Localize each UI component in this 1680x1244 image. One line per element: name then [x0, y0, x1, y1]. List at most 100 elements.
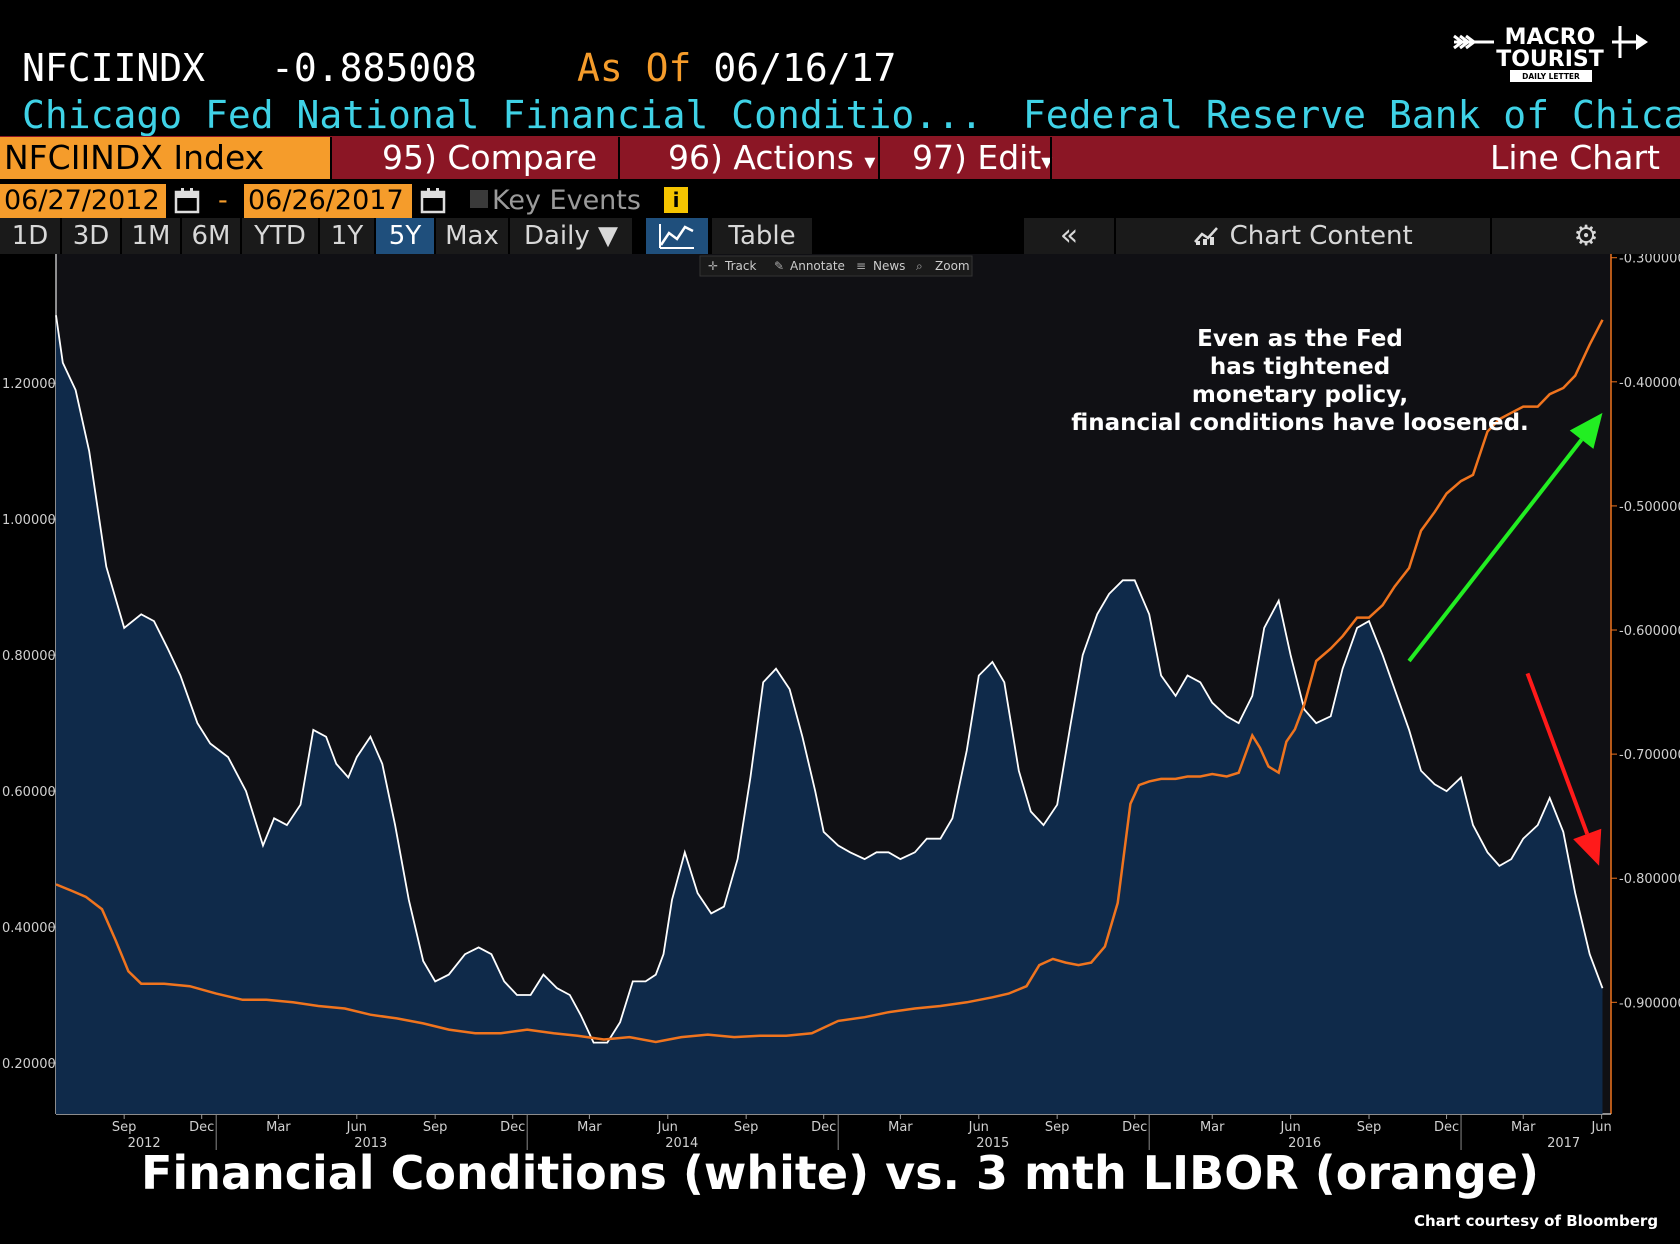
x-axis-month-label: Sep — [423, 1120, 448, 1135]
brand-line1: MACRO — [1505, 25, 1596, 50]
annotation-line: financial conditions have loosened. — [1071, 410, 1529, 436]
annotate-button[interactable]: ✎ Annotate — [774, 259, 845, 273]
x-axis-month-label: Dec — [500, 1120, 525, 1135]
x-axis-year-label: 2014 — [665, 1136, 698, 1151]
table-tab[interactable]: Table — [712, 218, 812, 254]
chart-type-label[interactable]: Line Chart — [1490, 138, 1660, 177]
calendar-icon[interactable] — [172, 186, 202, 216]
x-axis-month-label: Jun — [346, 1120, 367, 1135]
compare-button[interactable]: 95) Compare — [382, 137, 597, 179]
separator — [878, 137, 880, 179]
x-axis-month-label: Dec — [1122, 1120, 1147, 1135]
x-axis-month-label: Jun — [1279, 1120, 1300, 1135]
x-axis-month-label: Jun — [657, 1120, 678, 1135]
period-tab-max[interactable]: Max — [436, 218, 508, 254]
annotate-label: Annotate — [790, 259, 845, 273]
brand-line3: DAILY LETTER — [1522, 72, 1580, 81]
right-axis-tick-label: -0.900000 — [1619, 996, 1680, 1011]
x-axis-month-label: Mar — [888, 1120, 913, 1135]
period-tab-ytd[interactable]: YTD — [242, 218, 318, 254]
frequency-dropdown[interactable]: Daily ▼ — [510, 218, 632, 254]
chart-caption: Financial Conditions (white) vs. 3 mth L… — [141, 1146, 1539, 1200]
zoom-button[interactable]: ⌕ Zoom — [916, 259, 970, 273]
right-axis-tick-label: -0.400000 — [1619, 376, 1680, 391]
annotation-line: monetary policy, — [1192, 382, 1408, 408]
edit-caret-icon: ▾ — [1041, 150, 1053, 175]
right-axis-tick-label: -0.500000 — [1619, 500, 1680, 515]
period-tab-3d[interactable]: 3D — [62, 218, 120, 254]
chart-area: 1.20000 1.00000 0.80000 0.60000 0.40000 0.200… — [2, 254, 1680, 1151]
period-tab-1m[interactable]: 1M — [122, 218, 180, 254]
left-axis-tick-label: 0.40000 — [2, 921, 56, 936]
ticker-code: NFCIINDX — [22, 46, 206, 90]
x-axis-month-label: Sep — [1357, 1120, 1382, 1135]
left-axis-tick-label: 1.20000 — [2, 377, 56, 392]
right-axis-tick-label: -0.300000 — [1619, 254, 1680, 267]
x-axis-month-label: Jun — [968, 1120, 989, 1135]
x-axis-year-label: 2017 — [1547, 1136, 1580, 1151]
green-up-arrow-shaft — [1407, 438, 1584, 663]
annotation-line: Even as the Fed — [1197, 326, 1403, 352]
left-axis-tick-label: 0.80000 — [2, 649, 56, 664]
start-date-input[interactable]: 06/27/2012 — [0, 184, 166, 218]
current-value: -0.885008 — [271, 46, 477, 90]
x-axis-month-label: Mar — [1511, 1120, 1536, 1135]
chart-toolbar: ✛ Track ✎ Annotate ≡ News ⌕ Zoom — [699, 255, 973, 277]
left-axis-tick-label: 1.00000 — [2, 513, 56, 528]
separator — [618, 137, 620, 179]
edit-button[interactable]: 97) Edit▾ — [912, 137, 1052, 179]
info-icon[interactable]: i — [664, 187, 688, 213]
data-source: Federal Reserve Bank of Chicago — [1022, 93, 1680, 137]
annotation-line: has tightened — [1210, 354, 1390, 380]
x-axis-year-label: 2015 — [976, 1136, 1009, 1151]
ticker-field[interactable]: NFCIINDX Index — [0, 137, 330, 179]
x-axis-month-label: Dec — [1434, 1120, 1459, 1135]
security-name: Chicago Fed National Financial Conditio.… — [22, 93, 983, 137]
chart-credit: Chart courtesy of Bloomberg — [1414, 1212, 1659, 1230]
period-tab-5y[interactable]: 5Y — [376, 218, 434, 254]
key-events-checkbox[interactable] — [470, 190, 488, 208]
collapse-icon[interactable]: « — [1024, 218, 1114, 254]
nfci-line — [55, 315, 1604, 1044]
separator — [330, 137, 332, 179]
line-chart-icon[interactable] — [646, 218, 708, 254]
compare-label: 95) Compare — [382, 138, 598, 177]
track-button[interactable]: ✛ Track — [708, 259, 756, 273]
track-label: Track — [724, 259, 756, 273]
period-tab-6m[interactable]: 6M — [182, 218, 240, 254]
crosshair-icon: ✛ — [708, 259, 718, 273]
zoom-label: Zoom — [935, 259, 970, 273]
right-axis-tick-label: -0.700000 — [1619, 748, 1680, 763]
actions-caret-icon: ▾ — [864, 150, 876, 175]
news-button[interactable]: ≡ News — [856, 259, 905, 273]
x-axis-year-label: 2012 — [128, 1136, 161, 1151]
x-axis-month-label: Dec — [811, 1120, 836, 1135]
security-description: Chicago Fed National Financial Conditio.… — [22, 93, 1680, 137]
magnifier-icon: ⌕ — [916, 259, 923, 273]
x-axis-month-label: Sep — [112, 1120, 137, 1135]
brand-line2: TOURIST — [1496, 47, 1604, 72]
period-tab-1d[interactable]: 1D — [0, 218, 60, 254]
separator — [1050, 137, 1052, 179]
actions-label: 96) Actions — [668, 138, 854, 177]
news-icon: ≡ — [856, 259, 866, 273]
red-down-arrow-head — [1573, 828, 1602, 866]
calendar-icon[interactable] — [418, 186, 448, 216]
nfci-area — [56, 315, 1603, 1114]
as-of-date: 06/16/17 — [713, 46, 897, 90]
period-tab-1y[interactable]: 1Y — [320, 218, 374, 254]
x-axis-year-label: 2016 — [1288, 1136, 1321, 1151]
x-axis-month-label: Sep — [734, 1120, 759, 1135]
right-axis-tick-label: -0.600000 — [1619, 624, 1680, 639]
x-axis-month-label: Dec — [189, 1120, 214, 1135]
actions-button[interactable]: 96) Actions ▾ — [668, 137, 875, 179]
edit-label: 97) Edit — [912, 138, 1042, 177]
chart-annotation: Even as the Fed has tightened monetary pol… — [1071, 326, 1529, 436]
date-range-dash: - — [218, 185, 228, 216]
gear-icon[interactable]: ⚙ — [1492, 218, 1680, 254]
x-axis-month-label: Sep — [1045, 1120, 1070, 1135]
chart-content-button[interactable]: Chart Content — [1116, 218, 1490, 254]
x-axis-month-label: Jun — [1590, 1120, 1611, 1135]
end-date-input[interactable]: 06/26/2017 — [244, 184, 412, 218]
pencil-icon: ✎ — [774, 259, 784, 273]
